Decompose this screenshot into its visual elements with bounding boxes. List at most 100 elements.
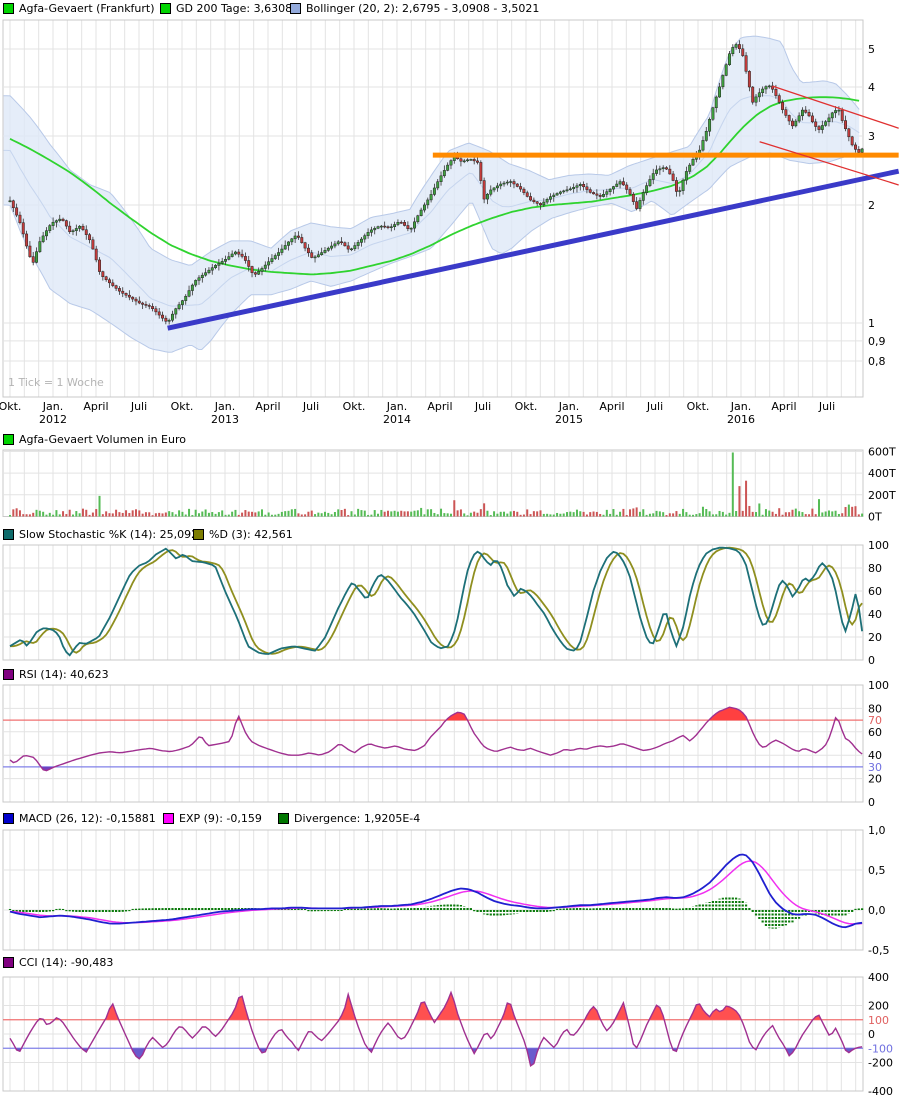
svg-text:5: 5 [868, 43, 875, 56]
cci-line [9, 990, 863, 1067]
svg-text:1,0: 1,0 [868, 824, 886, 837]
cci-legend-swatch-icon [3, 956, 14, 968]
svg-text:60: 60 [868, 726, 882, 739]
svg-text:40: 40 [868, 608, 882, 621]
price-legend-label: Bollinger (20, 2): 2,6795 - 3,0908 - 3,5… [306, 1, 540, 15]
macd-line [9, 853, 863, 929]
wedge-red-lower [759, 141, 899, 186]
svg-text:100: 100 [868, 539, 889, 552]
svg-text:400: 400 [868, 971, 889, 984]
svg-text:-400: -400 [868, 1085, 893, 1098]
cci-below-fill [15, 1048, 856, 1066]
svg-text:April: April [83, 400, 108, 413]
svg-text:20: 20 [868, 631, 882, 644]
svg-text:0: 0 [868, 654, 875, 667]
rsi-legend-item: RSI (14): 40,623 [3, 667, 109, 681]
svg-text:Jan.: Jan. [386, 400, 407, 413]
price-legend-swatch-icon [160, 2, 171, 14]
rsi-legend-swatch-icon [3, 668, 14, 680]
rsi-overbought-fill [237, 707, 838, 721]
svg-text:2015: 2015 [555, 413, 583, 426]
svg-text:Juli: Juli [646, 400, 663, 413]
svg-text:200T: 200T [868, 489, 896, 502]
macd-legend-swatch-icon [163, 812, 174, 824]
macd-legend-item: EXP (9): -0,159 [163, 811, 262, 825]
macd-legend-label: EXP (9): -0,159 [179, 811, 262, 825]
rsi-line [9, 706, 863, 772]
svg-text:100: 100 [868, 1014, 889, 1027]
svg-text:0,5: 0,5 [868, 864, 886, 877]
svg-text:40: 40 [868, 749, 882, 762]
volume-legend: Agfa-Gevaert Volumen in Euro [0, 432, 860, 446]
rsi-legend-label: RSI (14): 40,623 [19, 667, 109, 681]
rsi-legend: RSI (14): 40,623 [0, 667, 860, 681]
macd-legend-swatch-icon [278, 812, 289, 824]
svg-text:Jan.: Jan. [558, 400, 579, 413]
svg-text:100: 100 [868, 679, 889, 692]
price-legend-label: Agfa-Gevaert (Frankfurt) [19, 1, 155, 15]
svg-text:2016: 2016 [727, 413, 755, 426]
volume-axis-labels: 600T 400T 200T 0T [868, 445, 896, 523]
macd-legend-label: MACD (26, 12): -0,15881 [19, 811, 156, 825]
svg-text:-0,5: -0,5 [868, 944, 889, 957]
svg-text:30: 30 [868, 761, 882, 774]
stochastic-legend-swatch-icon [3, 528, 14, 540]
svg-text:Okt.: Okt. [343, 400, 366, 413]
svg-text:Juli: Juli [818, 400, 835, 413]
stochastic-legend-label: Slow Stochastic %K (14): 25,092 [19, 527, 199, 541]
volume-legend-item: Agfa-Gevaert Volumen in Euro [3, 432, 186, 446]
svg-text:80: 80 [868, 562, 882, 575]
svg-text:Juli: Juli [474, 400, 491, 413]
macd-divergence-bars [8, 896, 864, 929]
svg-text:200: 200 [868, 1000, 889, 1013]
price-legend-swatch-icon [290, 2, 301, 14]
svg-text:-200: -200 [868, 1057, 893, 1070]
svg-text:0: 0 [868, 796, 875, 809]
stochastic-k-line [9, 546, 863, 657]
svg-text:-100: -100 [868, 1042, 893, 1055]
price-legend-item: Bollinger (20, 2): 2,6795 - 3,0908 - 3,5… [290, 1, 539, 15]
stochastic-panel [2, 544, 864, 661]
volume-panel [2, 449, 864, 517]
macd-legend: MACD (26, 12): -0,15881 EXP (9): -0,159 Di… [0, 811, 860, 825]
trendlines [167, 85, 900, 331]
volume-legend-label: Agfa-Gevaert Volumen in Euro [19, 432, 186, 446]
macd-legend-label: Divergence: 1,9205E-4 [294, 811, 421, 825]
stochastic-legend-item: %D (3): 42,561 [193, 527, 293, 541]
svg-text:0: 0 [868, 1028, 875, 1041]
svg-text:70: 70 [868, 714, 882, 727]
stochastic-legend-swatch-icon [193, 528, 204, 540]
cci-legend-label: CCI (14): -90,483 [19, 955, 114, 969]
macd-axis-labels: 1,0 0,5 0,0 -0,5 [868, 824, 889, 957]
svg-text:2013: 2013 [211, 413, 239, 426]
svg-text:80: 80 [868, 702, 882, 715]
macd-panel [2, 829, 864, 951]
cci-legend-item: CCI (14): -90,483 [3, 955, 113, 969]
svg-text:0,9: 0,9 [868, 335, 886, 348]
svg-text:Okt.: Okt. [515, 400, 538, 413]
svg-text:April: April [599, 400, 624, 413]
candles-layer [8, 40, 864, 325]
svg-text:2014: 2014 [383, 413, 411, 426]
rsi-panel [2, 684, 864, 803]
price-legend-item: Agfa-Gevaert (Frankfurt) [3, 1, 155, 15]
svg-text:4: 4 [868, 81, 875, 94]
stochastic-d-line [10, 546, 863, 655]
svg-text:Juli: Juli [302, 400, 319, 413]
svg-text:Okt.: Okt. [687, 400, 710, 413]
svg-text:Jan.: Jan. [214, 400, 235, 413]
svg-text:0T: 0T [868, 511, 882, 524]
price-legend-swatch-icon [3, 2, 14, 14]
macd-legend-item: MACD (26, 12): -0,15881 [3, 811, 156, 825]
wedge-red-upper [772, 85, 899, 129]
svg-text:April: April [771, 400, 796, 413]
svg-text:Jan.: Jan. [42, 400, 63, 413]
stochastic-legend: Slow Stochastic %K (14): 25,092 %D (3): 4… [0, 527, 860, 541]
price-legend-label: GD 200 Tage: 3,6308 [176, 1, 293, 15]
svg-text:0,8: 0,8 [868, 355, 886, 368]
